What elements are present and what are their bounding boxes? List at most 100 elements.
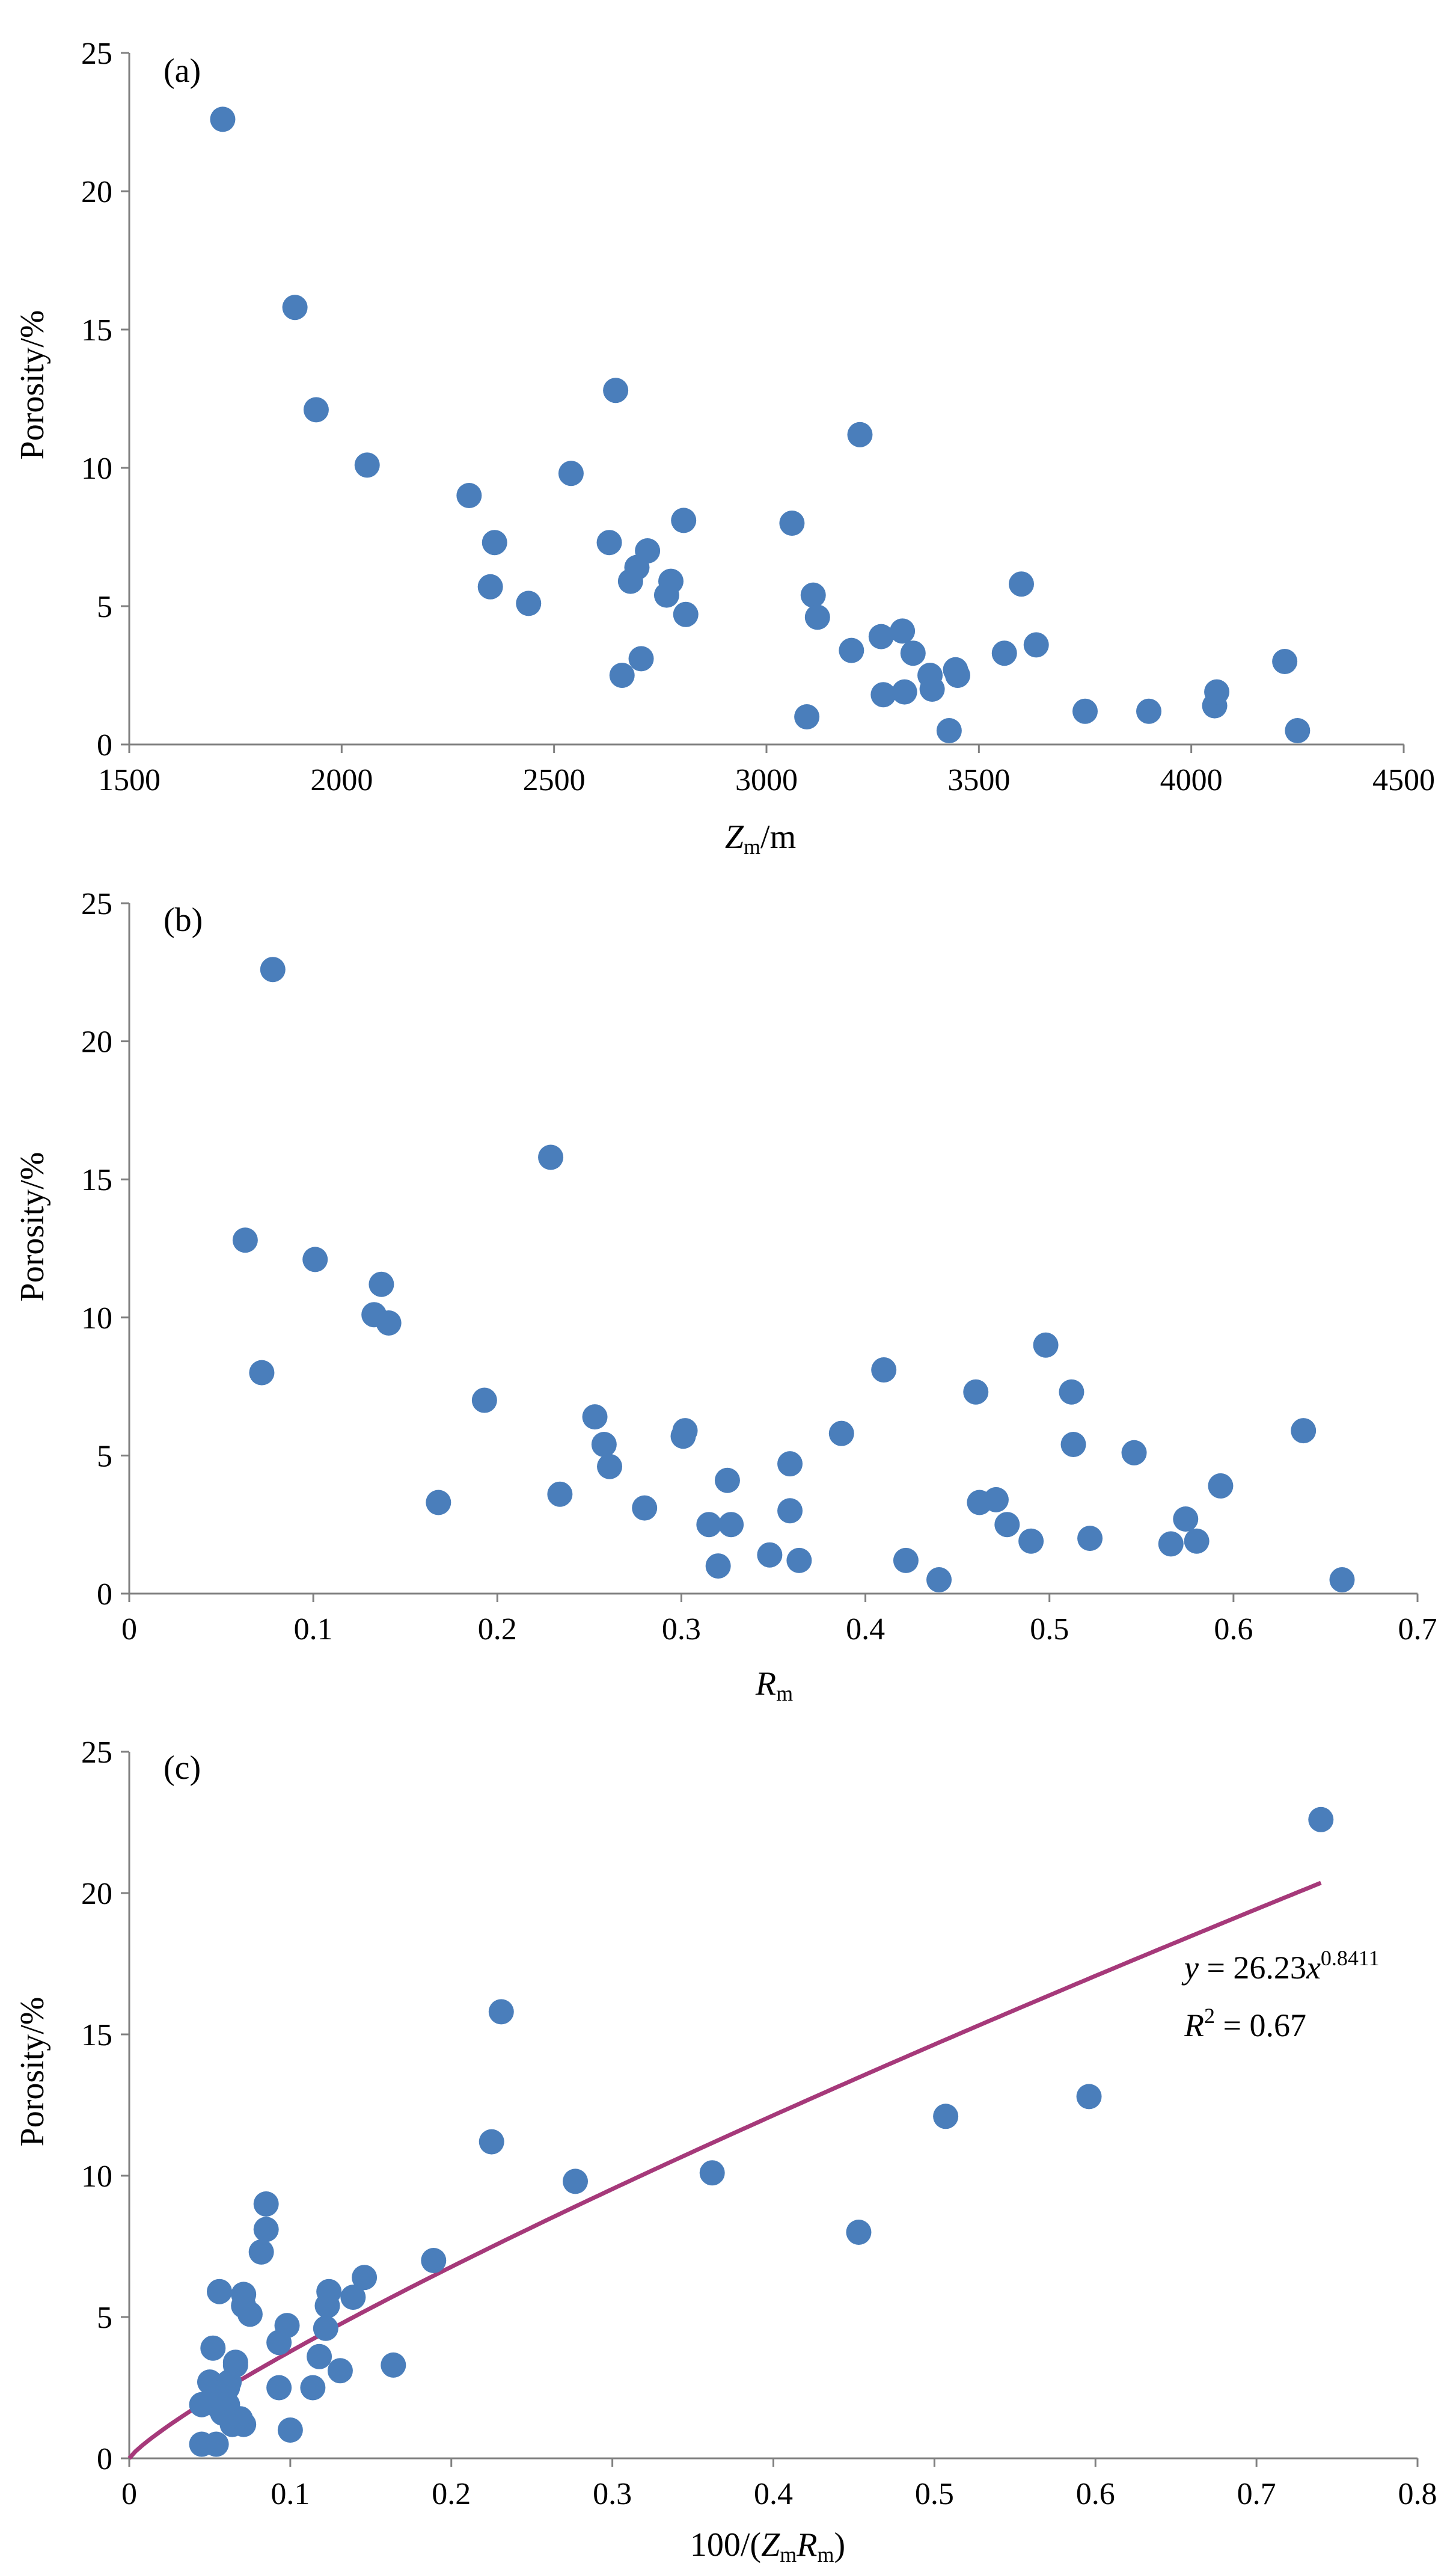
- y-tick-label: 15: [81, 2018, 112, 2052]
- data-point: [302, 1247, 328, 1272]
- y-tick-label: 10: [81, 452, 112, 486]
- data-point: [249, 1360, 275, 1386]
- data-point: [672, 1418, 698, 1444]
- data-point: [696, 1512, 722, 1538]
- data-point: [479, 2129, 504, 2155]
- panel-c-y-axis-label: Porosity/%: [14, 1997, 51, 2147]
- data-point: [1077, 1526, 1103, 1551]
- data-point: [282, 295, 308, 321]
- data-point: [210, 2400, 236, 2426]
- y-tick-label: 15: [81, 313, 112, 348]
- data-point: [248, 2239, 274, 2265]
- data-point: [892, 679, 917, 705]
- power-fit-curve: [127, 1880, 1322, 2460]
- y-tick-label: 25: [81, 887, 112, 921]
- data-point: [582, 1404, 608, 1430]
- data-point: [307, 2343, 332, 2369]
- x-tick-label: 3000: [735, 763, 798, 797]
- data-point: [591, 1432, 617, 1458]
- data-point: [471, 1387, 497, 1413]
- data-point: [893, 1547, 919, 1573]
- data-point: [352, 2265, 378, 2291]
- data-point: [563, 2168, 589, 2194]
- data-point: [277, 2417, 303, 2443]
- data-point: [488, 1999, 514, 2025]
- data-point: [477, 574, 503, 600]
- x-tick-label: 1500: [98, 763, 161, 797]
- data-point: [1009, 571, 1034, 597]
- panel-b-plot: 0 5 10 15 20 25 0 0.1 0.2 0.3 0.4 0.5 0.6 0.7: [81, 887, 1437, 1647]
- data-point: [1158, 1531, 1184, 1557]
- data-point: [260, 957, 286, 983]
- x-tick-label: 2500: [523, 763, 586, 797]
- y-tick-label: 0: [97, 728, 112, 763]
- data-point: [597, 1453, 623, 1479]
- x-tick-label: 0.6: [1214, 1612, 1253, 1647]
- panel-c-plot: 0 5 10 15 20 25 0 0.1 0.2 0.3 0.4 0.5 0.6 0.7 0.8: [81, 1736, 1437, 2511]
- data-point: [381, 2352, 406, 2378]
- data-point: [340, 2285, 366, 2310]
- data-point: [945, 663, 970, 688]
- y-tick-label: 0: [97, 2442, 112, 2476]
- data-point: [516, 591, 542, 616]
- data-point: [1136, 698, 1161, 724]
- x-tick-label: 0: [121, 2477, 137, 2511]
- data-point: [933, 2104, 959, 2129]
- panel-a: (a) Porosity/% Zm/m 0 5 10 15 20 25 1500 2000 25…: [14, 37, 1435, 859]
- data-point: [658, 568, 684, 594]
- data-point: [926, 1567, 952, 1593]
- y-tick-label: 5: [97, 590, 112, 624]
- x-tick-label: 0.4: [846, 1612, 885, 1647]
- data-point: [210, 106, 236, 132]
- data-point: [327, 2358, 353, 2384]
- data-point: [846, 2220, 872, 2245]
- data-point: [1285, 718, 1311, 743]
- data-point: [1023, 632, 1049, 658]
- x-tick-label: 0.4: [754, 2477, 793, 2511]
- y-tick-label: 20: [81, 1877, 112, 1911]
- data-point: [1308, 1806, 1334, 1832]
- y-tick-label: 25: [81, 1736, 112, 1770]
- data-point: [777, 1498, 803, 1524]
- y-tick-label: 20: [81, 1025, 112, 1060]
- y-tick-label: 0: [97, 1577, 112, 1612]
- data-point: [203, 2431, 229, 2457]
- data-point: [369, 1271, 394, 1297]
- data-point: [963, 1379, 989, 1405]
- data-point: [718, 1512, 744, 1538]
- data-point: [779, 511, 805, 536]
- panel-c: (c) Porosity/% 100/(ZmRm) y = 26.23x0.84…: [14, 1736, 1437, 2567]
- x-tick-label: 0.6: [1076, 2477, 1115, 2511]
- data-point: [1060, 1432, 1086, 1458]
- data-point: [313, 2315, 338, 2341]
- data-point: [777, 1451, 803, 1477]
- x-tick-label: 4000: [1160, 763, 1223, 797]
- data-point: [936, 718, 962, 743]
- data-point: [538, 1144, 564, 1170]
- data-point: [983, 1487, 1009, 1512]
- fit-equation: y = 26.23x0.8411: [1181, 1946, 1380, 1986]
- data-point: [632, 1495, 658, 1521]
- data-point: [314, 2293, 340, 2319]
- x-tick-label: 0: [121, 1612, 137, 1647]
- data-point: [1072, 698, 1098, 724]
- panel-c-x-axis-label: 100/(ZmRm): [690, 2526, 845, 2567]
- data-point: [596, 530, 622, 556]
- data-point: [870, 682, 896, 708]
- data-point: [300, 2375, 326, 2401]
- x-tick-label: 3500: [947, 763, 1010, 797]
- data-point: [1018, 1528, 1044, 1554]
- data-point: [699, 2160, 725, 2186]
- data-point: [200, 2335, 226, 2361]
- x-tick-label: 0.1: [271, 2477, 310, 2511]
- data-point: [426, 1490, 451, 1515]
- data-point: [303, 397, 329, 423]
- data-point: [237, 2301, 263, 2327]
- data-point: [1291, 1418, 1317, 1444]
- x-tick-label: 4500: [1372, 763, 1435, 797]
- data-point: [828, 1420, 854, 1446]
- data-point: [804, 604, 830, 630]
- data-point: [1329, 1567, 1355, 1593]
- y-tick-label: 5: [97, 2301, 112, 2335]
